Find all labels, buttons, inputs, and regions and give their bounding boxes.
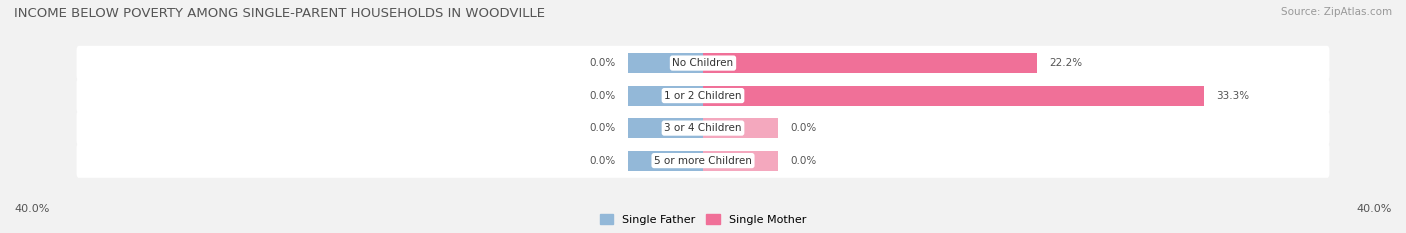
Legend: Single Father, Single Mother: Single Father, Single Mother — [596, 210, 810, 229]
Text: 0.0%: 0.0% — [589, 123, 616, 133]
Text: INCOME BELOW POVERTY AMONG SINGLE-PARENT HOUSEHOLDS IN WOODVILLE: INCOME BELOW POVERTY AMONG SINGLE-PARENT… — [14, 7, 546, 20]
Bar — [628, 53, 703, 73]
Bar — [703, 86, 1204, 106]
FancyBboxPatch shape — [76, 143, 1330, 178]
FancyBboxPatch shape — [76, 78, 1330, 113]
Text: No Children: No Children — [672, 58, 734, 68]
Text: 3 or 4 Children: 3 or 4 Children — [664, 123, 742, 133]
Text: 0.0%: 0.0% — [790, 123, 817, 133]
Bar — [703, 118, 778, 138]
Text: 40.0%: 40.0% — [14, 204, 49, 214]
Text: 22.2%: 22.2% — [1049, 58, 1083, 68]
Bar — [628, 86, 703, 106]
Text: 0.0%: 0.0% — [589, 91, 616, 101]
FancyBboxPatch shape — [76, 46, 1330, 80]
Text: 0.0%: 0.0% — [589, 156, 616, 166]
Bar — [628, 118, 703, 138]
Bar — [628, 151, 703, 171]
Text: 40.0%: 40.0% — [1357, 204, 1392, 214]
Text: 5 or more Children: 5 or more Children — [654, 156, 752, 166]
Bar — [703, 151, 778, 171]
Bar — [703, 53, 1036, 73]
Text: Source: ZipAtlas.com: Source: ZipAtlas.com — [1281, 7, 1392, 17]
Text: 33.3%: 33.3% — [1216, 91, 1249, 101]
FancyBboxPatch shape — [76, 111, 1330, 145]
Text: 0.0%: 0.0% — [790, 156, 817, 166]
Text: 1 or 2 Children: 1 or 2 Children — [664, 91, 742, 101]
Text: 0.0%: 0.0% — [589, 58, 616, 68]
